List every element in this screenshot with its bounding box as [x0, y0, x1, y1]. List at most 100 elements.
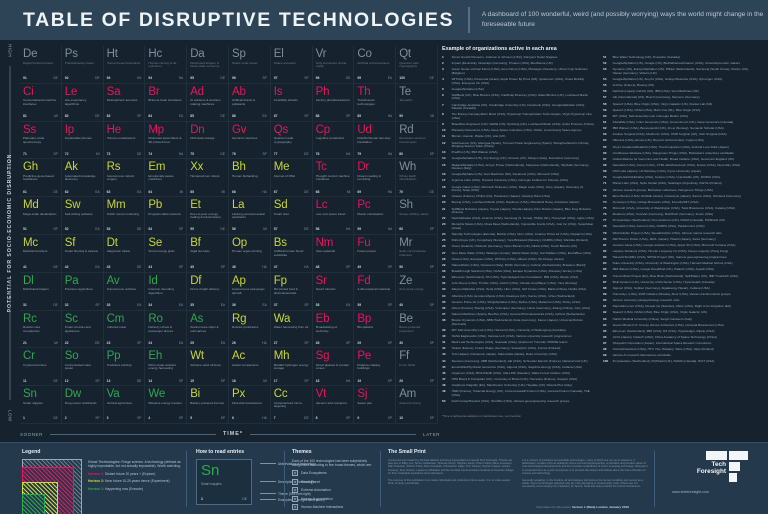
tech-cell-cp[interactable]: Cp Cognitive prosthetics 78 HA [312, 121, 355, 160]
tech-cell-nm[interactable]: Nm New materials 48 SP [312, 234, 355, 273]
tech-cell-df[interactable]: Df Drone freight delivery 35 EA [187, 272, 229, 311]
tech-cell-cm[interactable]: Cm Cultured meat 23 SP [103, 310, 146, 349]
tech-cell-wt[interactable]: Wt Airborne wind turbines 15 SP [187, 348, 229, 387]
tech-cell-ip[interactable]: Ip Implantable phones 72 MI [61, 121, 104, 160]
tech-cell-xx[interactable]: Xx Humanoid sex robots 65 MI [187, 159, 229, 198]
tech-cell-px[interactable]: Px Financial transactions 6 HA [228, 386, 271, 424]
tech-cell-th[interactable]: Th Transhuman technologies 89 HA [354, 83, 397, 122]
tech-cell-bh[interactable]: Bh Human biohacking 66 HA [228, 159, 271, 198]
tech-cell-is[interactable]: Is Invisibility shields 87 SP [270, 83, 313, 122]
tech-cell-as[interactable]: As Autonomous ships & submarines 25 EA [187, 310, 229, 349]
tech-cell-vt[interactable]: Vt Vacuum tube transport 8 SP [312, 386, 355, 424]
tech-cell-mh[interactable]: Mh Metallic hydrogen energy storage 17 SP [270, 348, 313, 387]
tech-cell-sh[interactable]: Sh Shape-shifting matter 60 SP [396, 197, 438, 235]
tech-cell-bs[interactable]: Bs Artificial human blood substitute 47 HA [270, 234, 313, 273]
tech-cell-so[interactable]: So Concentrated solar power 12 SP [61, 348, 104, 387]
tech-cell-we[interactable]: We Wireless energy transfer 4 SP [145, 386, 188, 424]
tech-cell-qt[interactable]: Qt Quantum safe cryptography 100 DE [396, 46, 438, 84]
tech-cell-wa[interactable]: Wa Water harvesting from air 27 SP [270, 310, 313, 349]
tech-cell-la[interactable]: La Lifelong personal avatar assistants 56 M… [228, 197, 271, 235]
tech-cell-mc[interactable]: Mc Medical tricorders 41 DE [20, 234, 62, 273]
tech-cell-dr[interactable]: Dr Dream reading & recording 69 HA [354, 159, 397, 198]
tech-cell-va[interactable]: Va Vertical agriculture 3 SP [103, 386, 146, 424]
tech-cell-pb[interactable]: Pb Programmable bacteria 54 SP [145, 197, 188, 235]
tech-cell-bi[interactable]: Bi Battery-powered internet 5 SP [187, 386, 229, 424]
tech-cell-sf[interactable]: Sf Smart flooring & carpets 42 EA [61, 234, 104, 273]
tech-cell-pc[interactable]: Pc Planet colonisation 59 HA [354, 197, 397, 235]
tech-cell-rg[interactable]: Rg Robotic prosthetics 26 HA [228, 310, 271, 349]
tech-cell-rd[interactable]: Rd Resolution electron microscopes 80 SP [396, 121, 438, 160]
tech-cell-sp[interactable]: Sp Space solar power 96 SP [228, 46, 271, 84]
tech-cell-tc[interactable]: Tc Thought control machine interfaces 68 MI [312, 159, 355, 198]
tech-cell-ak[interactable]: Ak Automated knowledge discovery 62 EA [61, 159, 104, 198]
tech-cell-lc[interactable]: Lc Low cost space travel 58 HA [312, 197, 355, 235]
tech-cell-eb[interactable]: Eb Broadcasting of electricity 28 SP [312, 310, 355, 349]
tech-cell-vr[interactable]: Vr Fully immersive virtual reality 98 DE [312, 46, 355, 84]
tech-cell-sj[interactable]: Sj Sewer jets 9 SP [354, 386, 397, 424]
tech-cell-fu[interactable]: Fu Fusion power 49 SP [354, 234, 397, 273]
tech-cell-sr[interactable]: Sr Smart robotics 38 EA [312, 272, 355, 311]
tech-cell-ph[interactable]: Ph Factory photobioreactors 88 SP [312, 83, 355, 122]
tech-cell-br[interactable]: Br Brain-to-brain interfaces 84 EA [145, 83, 188, 122]
tech-cell-mm[interactable]: Mm Public mood monitoring 53 DE [103, 197, 146, 235]
tech-cell-ud[interactable]: Ud Dolphin/human two-way translation 79 HA [354, 121, 397, 160]
tech-cell-et[interactable]: Et Peer-to-peer energy trading & transmis… [187, 197, 229, 235]
tech-cell-wh[interactable]: Wh Whole Earth virtualisation 70 DE [396, 159, 438, 198]
tech-cell-rs[interactable]: Rs Autonomous robotic surgery 63 EA [103, 159, 146, 198]
tech-cell-pe[interactable]: Pe Peliglow-making buildings 19 SP [354, 348, 397, 387]
tech-cell-el[interactable]: El Space elevators 97 SP [270, 46, 313, 84]
tech-cell-ff[interactable]: Ff Force fields 20 SP [396, 348, 438, 387]
tech-cell-sa[interactable]: Sa Stratospheric aerosols 83 SP [103, 83, 146, 122]
tech-cell-mr[interactable]: Mr Solar mirrors/space reflectors 50 SP [396, 234, 438, 273]
tech-cell-sg[interactable]: Sg Smart glasses & contact lenses 18 HA [312, 348, 355, 387]
tech-cell-co[interactable]: Co Artificial consciousness 99 EA [354, 46, 397, 84]
tech-cell-pp[interactable]: Pp Predictive policing 13 DE [103, 348, 146, 387]
tech-cell-ss[interactable]: Ss Planetary-scale spectroscopy 71 SP [20, 121, 62, 160]
tech-cell-sc[interactable]: Sc Smart controls and appliances 22 DE [61, 310, 104, 349]
tech-cell-ad[interactable]: Ad AI advisers & decision making machines… [187, 83, 229, 122]
tech-cell-qs[interactable]: Qs Quantum-safe cryptography 77 DE [270, 121, 313, 160]
tech-cell-ps[interactable]: Ps Transplanetary travel 92 DE [61, 46, 104, 84]
tech-cell-fd[interactable]: Fd 4-dimensional materials 39 SP [354, 272, 397, 311]
tech-cell-dw[interactable]: Dw Drug-vector wristbands 2 SP [61, 386, 104, 424]
tech-cell-ac[interactable]: Ac Avatar companions 16 MI [228, 348, 271, 387]
tech-cell-da[interactable]: Da Distributed ledgers & block-chain econ… [187, 46, 229, 84]
tech-cell-dl[interactable]: Dl Distributed ledgers 31 DE [20, 272, 62, 311]
tech-cell-md[interactable]: Md Mega-scale desalination 51 SP [20, 197, 62, 235]
tech-cell-op[interactable]: Op Human organ printing 46 HA [228, 234, 271, 273]
tech-cell-me[interactable]: Me Internet of DNA 67 DE [270, 159, 313, 198]
tech-cell-he[interactable]: He Human exoskeletons 73 DE [103, 121, 146, 160]
tech-cell-am[interactable]: Am Asteroid mining 10 SP [396, 386, 438, 424]
brand-logo-panel[interactable]: Tech Foresight www.techforesight.com [662, 451, 754, 509]
tech-cell-mp[interactable]: Mp Molecular assemblers & 3D printed food… [145, 121, 188, 160]
tech-cell-dn[interactable]: Dn DNA data storage 75 DE [187, 121, 229, 160]
tech-cell-cc[interactable]: Cc Computerised micro-targeting 7 DE [270, 386, 313, 424]
tech-cell-id[interactable]: Id Intention decoding algorithms 34 EA [145, 272, 188, 311]
website-url[interactable]: www.techforesight.com [672, 490, 709, 494]
tech-cell-le[interactable]: Le Life expectancy algorithms 82 DE [61, 83, 104, 122]
tech-cell-se[interactable]: Se Smart energy grids 44 SP [145, 234, 188, 273]
tech-cell-te[interactable]: Te Telepathy 90 MI [396, 83, 438, 122]
tech-cell-be[interactable]: Be Beam-powered propulsion 30 SP [396, 310, 438, 349]
tech-cell-bf[interactable]: Bf Algal bio-fuels 45 SP [187, 234, 229, 273]
tech-cell-ro[interactable]: Ro Delivery robots & passenger drones 24 EA [145, 310, 188, 349]
tech-cell-fp[interactable]: Fp 3D printed food & pharmaceuticals 37 SP [270, 272, 313, 311]
tech-cell-de[interactable]: De Digital footprint eraser 91 DE [20, 46, 62, 84]
tech-cell-eh[interactable]: Eh Micro-scale ambient energy harvesting 1… [145, 348, 188, 387]
tech-cell-ht[interactable]: Ht Human head transplants 93 HA [103, 46, 146, 84]
tech-cell-gv[interactable]: Gv Genomic vaccines 76 SP [228, 121, 271, 160]
tech-cell-ab[interactable]: Ab Artificial brains & pollutants 86 EA [228, 83, 271, 122]
tech-cell-em[interactable]: Em Emotionally aware machines 64 MI [145, 159, 188, 198]
tech-cell-ci[interactable]: Ci Conversational machine interfaces 81 MI [20, 83, 62, 122]
tech-cell-bp[interactable]: Bp Bio-plastics 29 SP [354, 310, 397, 349]
tech-cell-hc[interactable]: Hc Human cloning & de-extinction 94 HA [145, 46, 188, 84]
tech-cell-dt[interactable]: Dt Diagnostic toilets 43 DE [103, 234, 146, 273]
tech-cell-rc[interactable]: Rc Robotic care companions 21 MI [20, 310, 62, 349]
tech-cell-pa[interactable]: Pa Precision agriculture 32 SP [61, 272, 104, 311]
tech-cell-sw[interactable]: Sw Self-writing software 52 EA [61, 197, 104, 235]
tech-cell-ze[interactable]: Ze Zero-point energy 40 SP [396, 272, 438, 311]
tech-cell-ap[interactable]: Ap Autonomous passenger aircraft 36 EA [228, 272, 271, 311]
tech-cell-sd[interactable]: Sd Smart dust 57 DE [270, 197, 313, 235]
tech-cell-av[interactable]: Av Autonomous vehicles 33 EA [103, 272, 146, 311]
tech-cell-sn[interactable]: Sn Smart nappies 1 DE [20, 386, 62, 424]
